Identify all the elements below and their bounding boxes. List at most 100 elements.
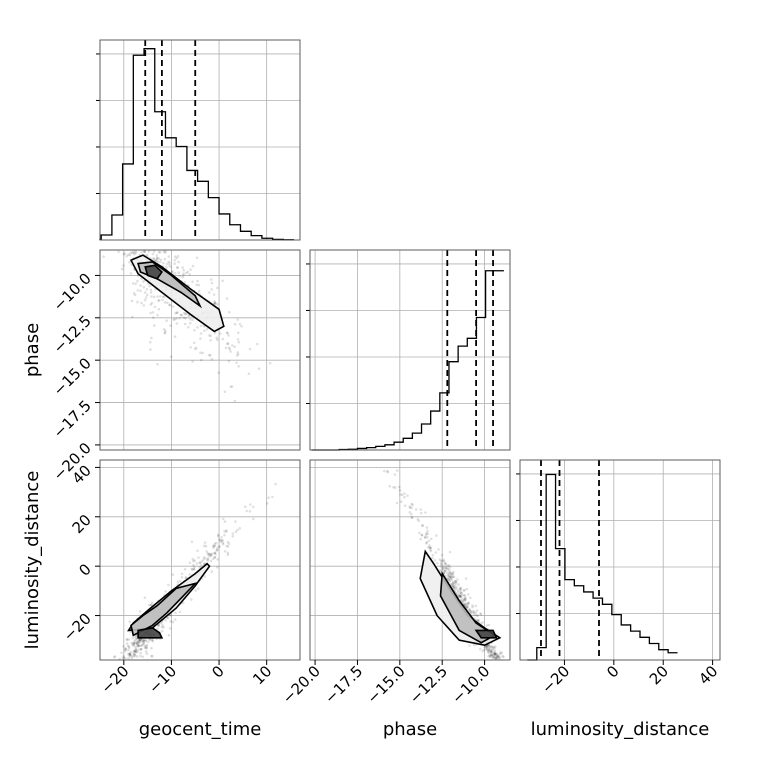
sample-point (443, 569, 447, 573)
sample-point (493, 655, 496, 658)
sample-point (461, 599, 465, 602)
y-tick-label-phase: −10.0 (50, 270, 95, 315)
sample-point (169, 627, 172, 630)
sample-point (194, 347, 197, 351)
sample-point (134, 654, 137, 657)
sample-point (236, 338, 240, 341)
sample-point (417, 519, 421, 523)
sample-point (481, 621, 485, 624)
y-tick-label-luminosity_distance: 0 (75, 560, 94, 579)
sample-point (463, 594, 466, 597)
sample-point (128, 652, 132, 656)
sample-point (122, 645, 125, 648)
sample-point (468, 608, 472, 611)
sample-point (145, 646, 148, 650)
sample-point (268, 361, 272, 365)
sample-point (125, 642, 129, 645)
hist-panel-luminosity_distance (516, 459, 721, 661)
sample-point (471, 604, 474, 607)
sample-point (428, 546, 431, 549)
sample-point (451, 582, 455, 585)
sample-point (164, 329, 167, 333)
sample-point (437, 548, 440, 551)
sample-point (386, 469, 389, 473)
sample-point (425, 531, 428, 535)
sample-point (140, 644, 144, 647)
sample-point (215, 541, 218, 545)
sample-point (182, 311, 186, 315)
sample-point (143, 645, 147, 648)
sample-point (175, 256, 179, 260)
sample-point (463, 594, 467, 597)
sample-point (135, 655, 139, 658)
sample-point (123, 656, 127, 660)
sample-point (147, 250, 151, 253)
sample-point (150, 603, 153, 607)
sample-point (157, 257, 161, 260)
sample-point (427, 545, 430, 549)
sample-point (489, 654, 492, 658)
sample-point (420, 533, 424, 537)
sample-point (210, 281, 214, 285)
sample-point (156, 261, 160, 264)
sample-point (213, 551, 217, 555)
sample-point (491, 656, 495, 659)
sample-point (198, 561, 201, 564)
sample-point (479, 612, 482, 615)
sample-point (139, 289, 142, 293)
sample-point (212, 546, 215, 549)
sample-point (490, 646, 493, 649)
sample-point (157, 299, 161, 302)
sample-point (134, 647, 138, 651)
sample-point (169, 613, 172, 617)
sample-point (188, 273, 192, 276)
sample-point (213, 301, 217, 305)
sample-point (208, 353, 211, 357)
sample-point (447, 564, 451, 567)
sample-point (125, 638, 129, 641)
sample-point (493, 652, 497, 656)
sample-point (136, 289, 140, 292)
sample-point (199, 337, 202, 340)
sample-point (440, 563, 443, 566)
sample-point (438, 558, 442, 561)
sample-point (245, 509, 248, 513)
sample-point (495, 657, 498, 660)
sample-point (173, 255, 177, 258)
sample-point (213, 556, 217, 559)
sample-point (398, 489, 402, 492)
sample-point (143, 250, 146, 253)
sample-point (457, 583, 460, 586)
x-axis-label-luminosity_distance: luminosity_distance (531, 719, 710, 740)
sample-point (493, 652, 496, 655)
sample-point (137, 640, 141, 643)
sample-point (447, 574, 451, 578)
x-tick-label-luminosity_distance: −20 (538, 662, 573, 697)
sample-point (159, 295, 162, 298)
contour-level-2 (137, 627, 164, 639)
sample-point (446, 567, 450, 570)
sample-point (147, 640, 150, 644)
sample-point (441, 565, 445, 568)
sample-point (472, 643, 476, 647)
sample-point (416, 518, 420, 521)
sample-point (128, 260, 131, 264)
sample-point (493, 653, 497, 656)
sample-point (161, 624, 164, 627)
sample-point (142, 285, 146, 289)
sample-point (490, 650, 494, 653)
sample-point (134, 282, 137, 286)
hist-frame-geocent_time (99, 39, 301, 241)
sample-point (155, 259, 159, 263)
sample-point (219, 540, 223, 544)
sample-point (197, 289, 201, 293)
sample-point (174, 311, 177, 315)
sample-point (491, 653, 494, 657)
sample-point (462, 589, 466, 592)
sample-point (190, 567, 194, 571)
sample-point (410, 516, 414, 519)
sample-point (494, 656, 498, 659)
sample-point (129, 654, 132, 657)
sample-point (448, 568, 451, 572)
